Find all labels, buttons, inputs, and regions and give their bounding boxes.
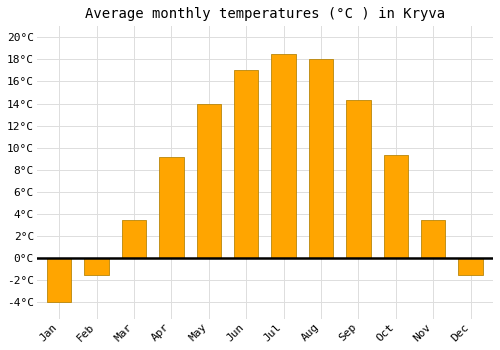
Bar <box>159 156 184 258</box>
Bar <box>47 258 72 302</box>
Bar <box>309 60 333 258</box>
Bar <box>234 70 258 258</box>
Title: Average monthly temperatures (°C ) in Kryva: Average monthly temperatures (°C ) in Kr… <box>85 7 445 21</box>
Bar <box>346 100 370 258</box>
Bar <box>384 155 408 258</box>
Bar <box>84 258 108 275</box>
Bar <box>458 258 483 275</box>
Bar <box>196 104 221 258</box>
Bar <box>272 54 295 258</box>
Bar <box>122 219 146 258</box>
Bar <box>421 219 446 258</box>
